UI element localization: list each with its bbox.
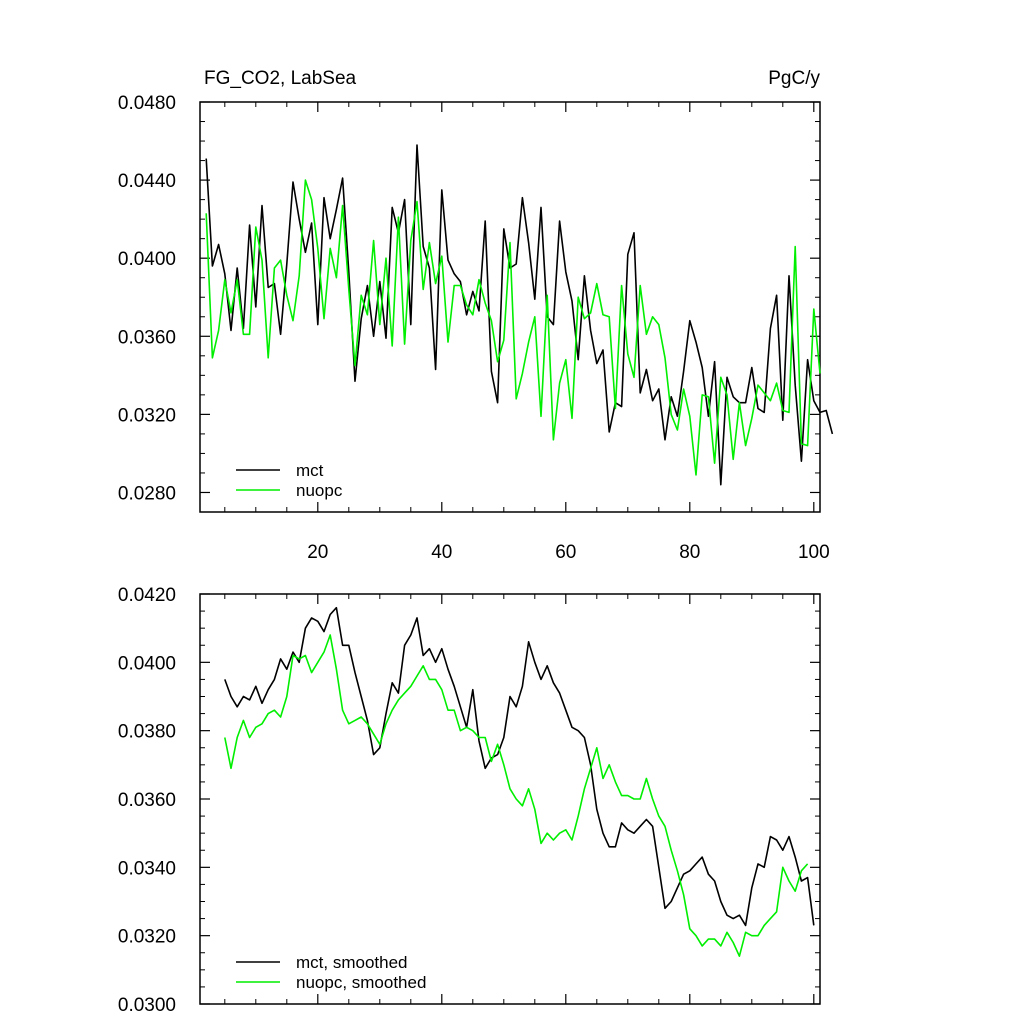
y-tick-label: 0.0360 <box>118 327 176 348</box>
top-plot-frame <box>200 102 820 512</box>
legend-nuopc-label: nuopc <box>296 481 343 500</box>
y-tick-label: 0.0400 <box>118 249 176 270</box>
x-tick-label: 20 <box>307 542 328 563</box>
y-tick-label: 0.0320 <box>118 927 176 948</box>
top-title-left: FG_CO2, LabSea <box>204 68 357 89</box>
bottom-legend: mct, smoothed nuopc, smoothed <box>236 953 426 992</box>
series-line-nuopc-smoothed <box>225 635 808 956</box>
bottom-panel: 0.0300 0.0320 0.0340 0.0360 0.0380 0.0400 0.04… <box>118 585 820 1016</box>
top-panel: FG_CO2, LabSea PgC/y 0.0280 0.0320 0.0360 0… <box>118 68 833 563</box>
x-tick-label: 100 <box>798 542 830 563</box>
y-tick-label: 0.0380 <box>118 722 176 743</box>
top-title-right: PgC/y <box>768 68 820 89</box>
y-tick-label: 0.0360 <box>118 790 176 811</box>
top-legend: mct nuopc <box>236 461 343 500</box>
legend-mct-label: mct <box>296 461 324 480</box>
series-line-mct-smoothed <box>225 608 814 926</box>
y-tick-label: 0.0440 <box>118 171 176 192</box>
y-tick-label: 0.0400 <box>118 653 176 674</box>
y-tick-label: 0.0280 <box>118 483 176 504</box>
y-tick-label: 0.0480 <box>118 93 176 114</box>
y-tick-label: 0.0320 <box>118 405 176 426</box>
x-tick-label: 40 <box>431 542 452 563</box>
y-tick-label: 0.0340 <box>118 858 176 879</box>
legend-mct-smoothed-label: mct, smoothed <box>296 953 408 972</box>
series-line-nuopc <box>206 180 820 475</box>
chart-figure: FG_CO2, LabSea PgC/y 0.02800.03200.03600… <box>0 0 1024 1024</box>
x-tick-label: 80 <box>679 542 700 563</box>
legend-nuopc-smoothed-label: nuopc, smoothed <box>296 973 426 992</box>
y-tick-label: 0.0420 <box>118 585 176 606</box>
series-line-mct <box>206 145 832 485</box>
x-tick-label: 60 <box>555 542 576 563</box>
y-tick-label: 0.0300 <box>118 995 176 1016</box>
